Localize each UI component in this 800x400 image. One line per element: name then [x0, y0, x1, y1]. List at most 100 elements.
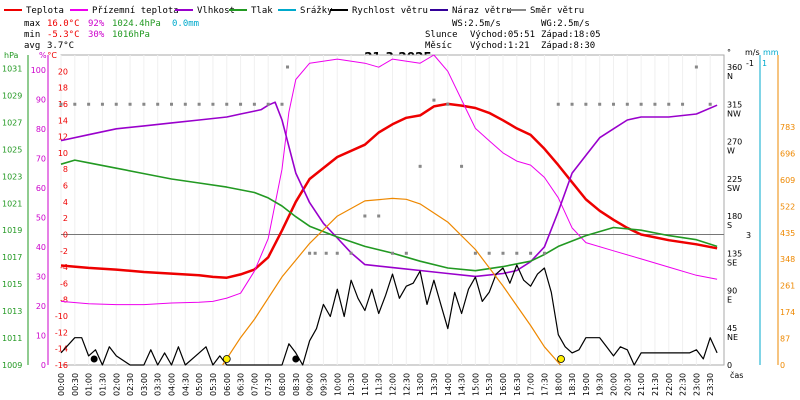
legend-label: Směr větru — [530, 6, 584, 16]
wind-direction-point — [556, 102, 560, 106]
x-tick-label: 07:30 — [264, 373, 273, 396]
slunce-tick: 87 — [780, 335, 790, 344]
vlhkost-tick: 70 — [36, 154, 46, 163]
mesic-zapad: Západ:8:30 — [541, 41, 595, 51]
tlak-axis-label: hPa — [4, 51, 19, 60]
slunce-tick: 522 — [780, 202, 795, 211]
x-tick-label: 14:00 — [444, 373, 453, 396]
series-line-p-zemn-teplota — [60, 54, 718, 306]
slunce-vychod: Východ:05:51 — [470, 30, 535, 40]
wind-direction-point — [266, 102, 270, 106]
x-tick-label: 05:30 — [209, 373, 218, 396]
x-tick-label: 02:30 — [126, 373, 135, 396]
max-temp: 16.0°C — [47, 19, 80, 29]
legend-label: Přízemní teplota — [92, 6, 179, 16]
wind-direction-point — [625, 102, 629, 106]
vlhkost-tick: 60 — [36, 184, 46, 193]
legend: Teplota Přízemní teplota Vlhkost Tlak Srážky… — [4, 6, 584, 16]
x-tick-label: 15:00 — [471, 373, 480, 396]
vlhkost-tick: 90 — [36, 95, 46, 104]
smer-tick-dir: SW — [727, 184, 740, 193]
x-tick-label: 17:30 — [540, 373, 549, 396]
wind-direction-point — [529, 251, 533, 255]
teplota-tick: -4 — [60, 263, 68, 272]
tlak-tick: 1019 — [2, 226, 22, 235]
wind-direction-point — [639, 102, 643, 106]
series-line-slunce — [222, 197, 561, 366]
wind-direction-point — [308, 251, 312, 255]
series-line-vlhkost — [60, 101, 718, 278]
wind-direction-point — [156, 102, 160, 106]
wind-direction-point — [377, 214, 381, 218]
x-tick-label: 00:30 — [71, 373, 80, 396]
wind-direction-point — [100, 102, 104, 106]
x-tick-label: 22:00 — [665, 373, 674, 396]
wind-direction-point — [460, 164, 464, 168]
x-tick-label: 01:00 — [85, 373, 94, 396]
wg-value: WG:2.5m/s — [541, 19, 590, 29]
smer-tick: 45 — [727, 324, 737, 333]
x-tick-label: 02:00 — [112, 373, 121, 396]
x-tick-label: 16:00 — [499, 373, 508, 396]
tlak-tick: 1029 — [2, 91, 22, 100]
vlhkost-tick: 30 — [36, 272, 46, 281]
moon-marker — [90, 355, 98, 363]
teplota-tick: 14 — [58, 116, 68, 125]
wind-direction-point — [584, 102, 588, 106]
teplota-tick: 16 — [58, 100, 68, 109]
smer-tick-dir: SE — [727, 258, 737, 267]
x-tick-label: 22:30 — [679, 373, 688, 396]
x-axis-label: čas — [730, 370, 743, 380]
max-rain: 0.0mm — [172, 19, 199, 29]
smer-tick-dir: N — [727, 72, 733, 81]
x-tick-label: 06:00 — [223, 373, 232, 396]
x-tick-label: 21:00 — [637, 373, 646, 396]
x-tick-label: 23:00 — [692, 373, 701, 396]
wind-direction-point — [501, 251, 505, 255]
wind-direction-point — [667, 102, 671, 106]
smer-tick: 360 — [727, 63, 742, 72]
x-tick-label: 21:30 — [651, 373, 660, 396]
min-press: 1016hPa — [112, 30, 150, 40]
slunce-tick: 0 — [780, 361, 785, 370]
wind-direction-point — [349, 251, 353, 255]
wind-direction-point — [128, 102, 132, 106]
x-tick-label: 04:00 — [168, 373, 177, 396]
wind-direction-point — [653, 102, 657, 106]
wind-direction-point — [570, 102, 574, 106]
x-tick-label: 10:00 — [333, 373, 342, 396]
max-hum: 92% — [88, 19, 105, 29]
teplota-tick: 6 — [63, 182, 68, 191]
teplota-tick: 18 — [58, 84, 68, 93]
slunce-label: Slunce — [425, 30, 458, 40]
teplota-tick: 12 — [58, 133, 68, 142]
plot-area — [59, 54, 718, 366]
teplota-tick: -2 — [60, 247, 68, 256]
legend-label: Teplota — [26, 6, 64, 16]
teplota-tick: 4 — [63, 198, 68, 207]
wind-direction-point — [252, 102, 256, 106]
smer-tick: 135 — [727, 249, 742, 258]
teplota-tick: 20 — [58, 67, 68, 76]
vitr-tick: 3 — [746, 231, 751, 240]
wind-direction-point — [280, 102, 284, 106]
tlak-tick: 1009 — [2, 361, 22, 370]
ws-value: WS:2.5m/s — [452, 19, 501, 29]
axes: 00:00 00:30 01:00 01:30 02:00 02:30 03:00 03:30… — [2, 48, 795, 396]
x-tick-label: 12:30 — [402, 373, 411, 396]
min-label: min — [24, 30, 40, 40]
x-tick-label: 13:00 — [416, 373, 425, 396]
teplota-tick: -12 — [55, 328, 68, 337]
x-tick-label: 18:30 — [568, 373, 577, 396]
series-line-rychlost-v-tru — [60, 264, 718, 366]
wind-direction-point — [211, 102, 215, 106]
vlhkost-tick: 80 — [36, 125, 46, 134]
wind-direction-point — [708, 102, 712, 106]
slunce-zapad: Západ:18:05 — [541, 30, 601, 40]
wind-direction-point — [197, 102, 201, 106]
teplota-tick: -14 — [55, 345, 68, 354]
wind-direction-point — [73, 102, 77, 106]
x-tick-label: 08:30 — [292, 373, 301, 396]
teplota-tick: -8 — [60, 296, 68, 305]
smer-tick: 225 — [727, 175, 742, 184]
